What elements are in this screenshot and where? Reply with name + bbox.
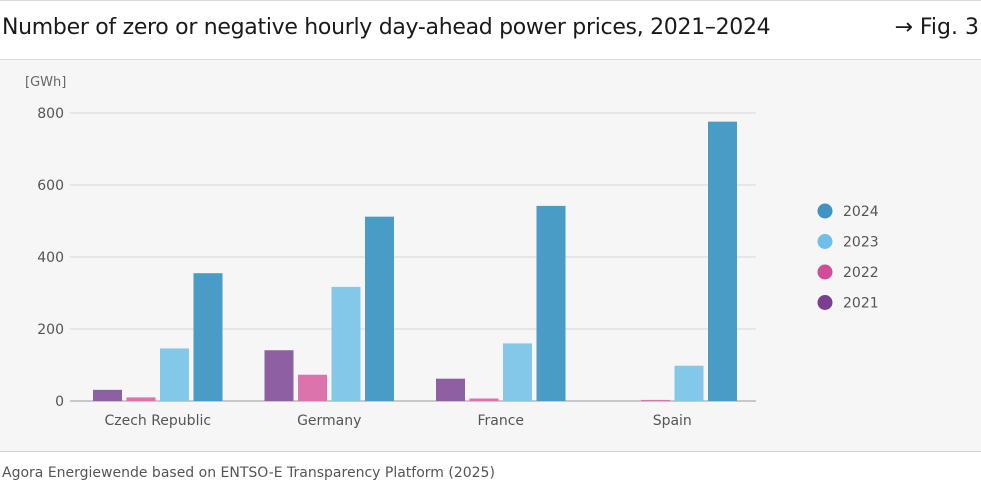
bar-2022	[469, 398, 499, 401]
bar-2024	[365, 216, 394, 401]
x-category-label: Czech Republic	[104, 413, 211, 429]
header-bar: Number of zero or negative hourly day-ah…	[0, 0, 981, 60]
legend-label-2021: 2021	[843, 296, 879, 312]
bar-2024	[708, 121, 737, 401]
bar-2023	[160, 348, 189, 401]
legend-label-2024: 2024	[843, 204, 879, 220]
y-axis-unit-label: [GWh]	[25, 75, 66, 90]
legend-marker-2022	[817, 264, 833, 280]
figure-reference-link[interactable]: → Fig. 3	[894, 15, 979, 40]
bar-2024	[536, 205, 566, 401]
bar-2022	[298, 374, 327, 401]
legend-marker-2023	[817, 234, 833, 249]
y-tick-label: 400	[37, 250, 64, 266]
bar-2023	[503, 343, 532, 401]
bar-2021	[264, 350, 294, 401]
source-note: Agora Energiewende based on ENTSO-E Tran…	[2, 465, 495, 481]
bar-2023	[331, 286, 361, 401]
x-category-label: Spain	[653, 413, 692, 429]
y-tick-label: 0	[55, 394, 64, 410]
x-category-label: Germany	[297, 413, 361, 429]
bar-2021	[436, 378, 465, 401]
x-category-label: France	[477, 413, 524, 429]
chart-panel: [GWh] 0 200 400 600 800 Czech Republic Germany F…	[0, 60, 981, 452]
legend-marker-2024	[817, 203, 833, 219]
bar-2022	[126, 397, 156, 401]
legend-marker-2021	[817, 295, 833, 310]
bar-2023	[674, 365, 704, 401]
y-tick-label: 600	[37, 178, 64, 194]
y-tick-label: 200	[37, 322, 64, 338]
bar-chart: [GWh] 0 200 400 600 800 Czech Republic Germany F…	[25, 75, 879, 429]
y-tick-label: 800	[37, 106, 64, 122]
bar-2022	[641, 399, 670, 401]
bar-2021	[93, 389, 122, 401]
page-title: Number of zero or negative hourly day-ah…	[2, 15, 771, 40]
bar-2024	[193, 273, 223, 401]
legend-label-2023: 2023	[843, 235, 879, 251]
legend-label-2022: 2022	[843, 265, 879, 281]
